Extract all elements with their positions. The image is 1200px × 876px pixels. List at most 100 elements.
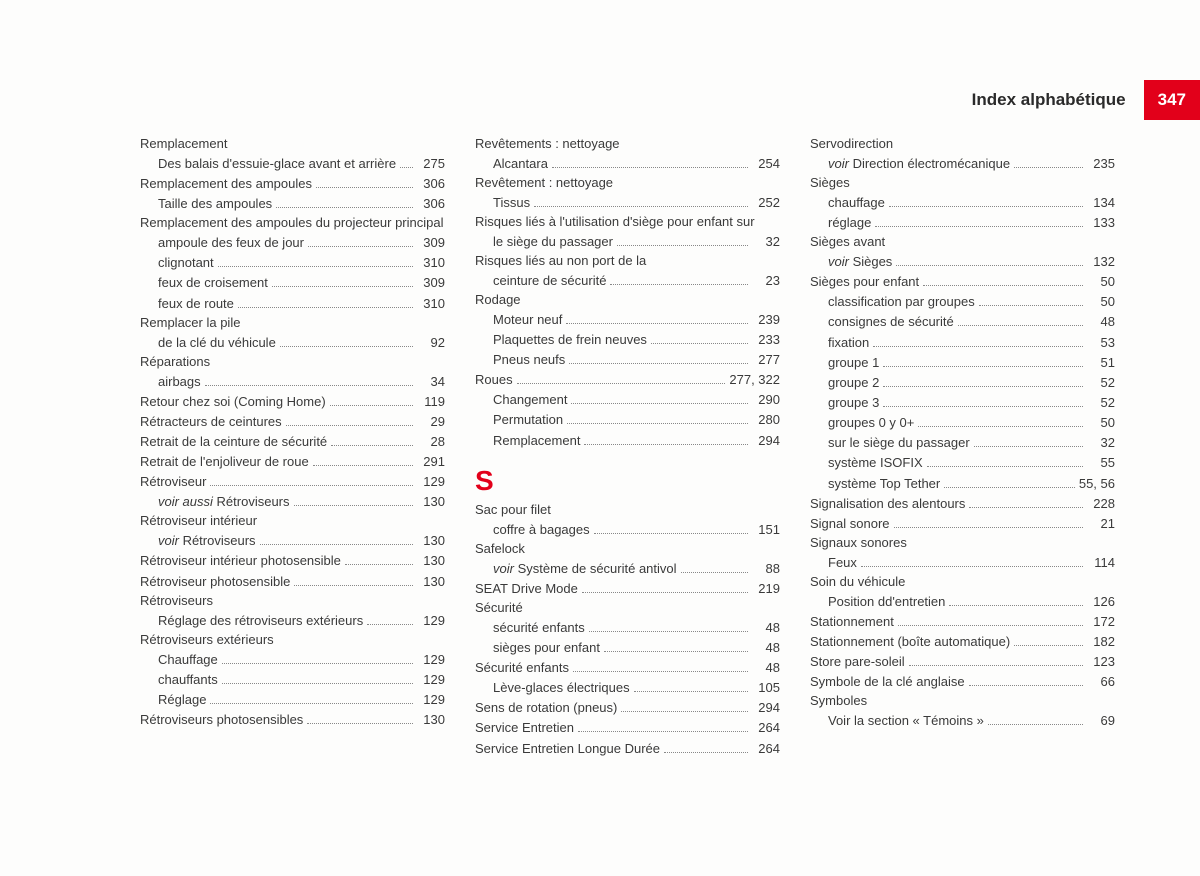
index-page-ref: 309	[417, 273, 445, 293]
index-dots	[571, 403, 748, 404]
index-label: Moteur neuf	[493, 310, 562, 330]
index-label: Stationnement	[810, 612, 894, 632]
index-label: Permutation	[493, 410, 563, 430]
index-dots	[979, 305, 1083, 306]
index-column-3: Servodirectionvoir Direction électroméca…	[810, 135, 1115, 759]
index-page-ref: 291	[417, 452, 445, 472]
index-page-ref: 233	[752, 330, 780, 350]
index-page-ref: 280	[752, 410, 780, 430]
index-page-ref: 264	[752, 718, 780, 738]
index-page-ref: 53	[1087, 333, 1115, 353]
index-page-ref: 172	[1087, 612, 1115, 632]
index-label: Signalisation des alentours	[810, 494, 965, 514]
index-entry: Remplacement des ampoules306	[140, 174, 445, 194]
index-entry: Roues277, 322	[475, 370, 780, 390]
index-page-ref: 310	[417, 253, 445, 273]
index-subentry: voir aussi Rétroviseurs130	[140, 492, 445, 512]
index-subentry: Pneus neufs277	[475, 350, 780, 370]
index-page-ref: 50	[1087, 292, 1115, 312]
index-label: Remplacement	[493, 431, 580, 451]
index-dots	[604, 651, 748, 652]
index-page-ref: 306	[417, 174, 445, 194]
index-dots	[280, 346, 413, 347]
index-entry: Risques liés au non port de laceinture d…	[475, 252, 780, 291]
index-dots	[567, 423, 748, 424]
index-page-ref: 134	[1087, 193, 1115, 213]
index-label: Alcantara	[493, 154, 548, 174]
index-subentry: Plaquettes de frein neuves233	[475, 330, 780, 350]
index-page-ref: 52	[1087, 393, 1115, 413]
index-page-ref: 130	[417, 572, 445, 592]
index-page-ref: 129	[417, 670, 445, 690]
index-dots	[594, 533, 748, 534]
index-page-ref: 51	[1087, 353, 1115, 373]
index-dots	[205, 385, 413, 386]
index-entry: Store pare-soleil123	[810, 652, 1115, 672]
index-label: clignotant	[158, 253, 214, 273]
index-page-ref: 130	[417, 551, 445, 571]
index-subentry: de la clé du véhicule92	[140, 333, 445, 353]
index-page-ref: 254	[752, 154, 780, 174]
index-heading: Safelock	[475, 540, 780, 559]
index-subentry: Alcantara 254	[475, 154, 780, 174]
index-dots	[1014, 645, 1083, 646]
index-dots	[875, 226, 1083, 227]
index-dots	[969, 685, 1083, 686]
index-subentry: chauffants 129	[140, 670, 445, 690]
index-label: Stationnement (boîte automatique)	[810, 632, 1010, 652]
index-heading: Sac pour filet	[475, 501, 780, 520]
index-dots	[584, 444, 748, 445]
index-label: Service Entretien Longue Durée	[475, 739, 660, 759]
index-heading: Sièges avant	[810, 233, 1115, 252]
index-dots	[330, 405, 413, 406]
index-heading: Rodage	[475, 291, 780, 310]
index-subentry: Permutation 280	[475, 410, 780, 430]
index-label: voir aussi Rétroviseurs	[158, 492, 290, 512]
index-heading: Symboles	[810, 692, 1115, 711]
index-page-ref: 133	[1087, 213, 1115, 233]
index-subentry: réglage133	[810, 213, 1115, 233]
index-label: sur le siège du passager	[828, 433, 970, 453]
index-heading: Soin du véhicule	[810, 573, 1115, 592]
index-subentry: voir Sièges132	[810, 252, 1115, 272]
index-label: Rétracteurs de ceintures	[140, 412, 282, 432]
index-page-ref: 129	[417, 611, 445, 631]
index-label: coffre à bagages	[493, 520, 590, 540]
index-dots	[589, 631, 748, 632]
index-label: Rétroviseur	[140, 472, 206, 492]
index-label: Feux	[828, 553, 857, 573]
index-label: Tissus	[493, 193, 530, 213]
index-label: Rétroviseur photosensible	[140, 572, 290, 592]
index-label: Rétroviseur intérieur photosensible	[140, 551, 341, 571]
index-page-ref: 119	[417, 392, 445, 412]
index-subentry: Taille des ampoules306	[140, 194, 445, 214]
index-label: Chauffage	[158, 650, 218, 670]
index-heading: Rétroviseur intérieur	[140, 512, 445, 531]
index-dots	[883, 366, 1083, 367]
index-dots	[969, 507, 1083, 508]
index-page-ref: 123	[1087, 652, 1115, 672]
index-dots	[210, 703, 413, 704]
index-dots	[552, 167, 748, 168]
index-heading: Rétroviseurs extérieurs	[140, 631, 445, 650]
index-page-ref: 228	[1087, 494, 1115, 514]
index-page-ref: 50	[1087, 272, 1115, 292]
section-letter: S	[475, 465, 780, 497]
index-dots	[569, 363, 748, 364]
index-dots	[909, 665, 1083, 666]
index-page-ref: 48	[1087, 312, 1115, 332]
index-entry: Stationnement (boîte automatique)182	[810, 632, 1115, 652]
index-dots	[517, 383, 726, 384]
index-subentry: Position dd'entretien126	[810, 592, 1115, 612]
index-page-ref: 50	[1087, 413, 1115, 433]
index-label: Réglage	[158, 690, 206, 710]
index-label: chauffants	[158, 670, 218, 690]
index-dots	[222, 663, 413, 664]
index-label: système ISOFIX	[828, 453, 923, 473]
index-subentry: groupes 0 y 0+50	[810, 413, 1115, 433]
index-subentry: fixation53	[810, 333, 1115, 353]
index-column-1: RemplacementDes balais d'essuie-glace av…	[140, 135, 445, 759]
index-heading: Rétroviseurs	[140, 592, 445, 611]
index-page-ref: 88	[752, 559, 780, 579]
index-page-ref: 275	[417, 154, 445, 174]
